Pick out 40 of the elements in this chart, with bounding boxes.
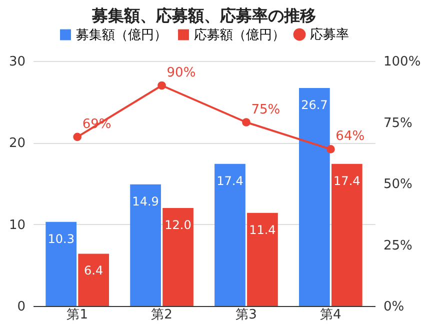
data-label: 75%: [251, 102, 280, 118]
bar: [130, 184, 161, 306]
data-label: 11.4: [249, 222, 276, 237]
bar: [299, 88, 330, 306]
data-label: 12.0: [164, 218, 192, 232]
bar: [46, 222, 77, 306]
bar: [214, 164, 246, 306]
bar: [78, 254, 109, 306]
legend-label: 応募率: [310, 26, 349, 42]
y-tick-label: 30: [8, 54, 26, 70]
chart-title: 募集額、応募額、応募率の推移: [91, 6, 316, 25]
y2-tick-label: 75%: [384, 116, 412, 131]
x-tick-label: 第1: [66, 308, 88, 322]
y2-tick-label: 50%: [384, 177, 412, 192]
data-label: 6.4: [84, 264, 104, 278]
data-label: 10.3: [48, 232, 74, 246]
y2-tick-label: 25%: [384, 238, 412, 254]
bar: [162, 208, 194, 306]
data-label: 26.7: [301, 98, 328, 112]
x-tick-label: 第2: [151, 308, 172, 322]
data-label: 17.4: [334, 174, 360, 188]
y2-tick-label: 0%: [384, 300, 404, 314]
data-label: 17.4: [216, 174, 244, 188]
data-label: 64%: [336, 129, 365, 144]
legend-label: 応募額（億円）: [194, 26, 285, 43]
point: [326, 145, 335, 154]
bar: [331, 164, 362, 306]
legend-label: 募集額（億円）: [76, 28, 167, 43]
bar: [247, 212, 278, 306]
point: [73, 132, 82, 142]
data-label: 90%: [166, 66, 196, 80]
x-tick-label: 第4: [320, 308, 342, 322]
point: [158, 81, 166, 90]
data-label: 14.9: [132, 194, 159, 208]
point: [242, 118, 250, 126]
y-tick-label: 0: [17, 300, 26, 314]
y-tick-label: 10: [8, 218, 26, 233]
y-tick-label: 20: [8, 136, 26, 152]
x-tick-label: 第3: [236, 308, 257, 322]
y2-tick-label: 100%: [384, 54, 421, 70]
